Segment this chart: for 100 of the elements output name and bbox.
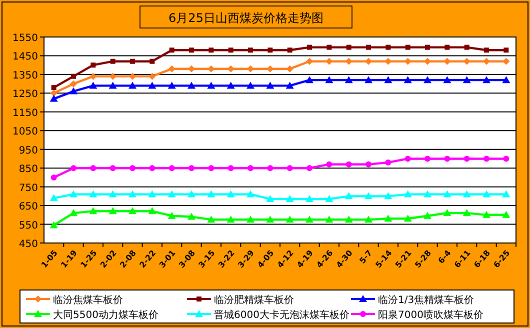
point <box>266 194 274 202</box>
point <box>267 165 274 172</box>
point <box>226 216 235 223</box>
point <box>189 48 194 53</box>
point <box>325 216 334 223</box>
point <box>405 44 410 50</box>
point <box>168 82 176 89</box>
point <box>248 165 254 172</box>
point <box>286 82 294 89</box>
point <box>128 207 136 214</box>
point <box>364 192 372 200</box>
y-tick-label: 550 <box>18 220 38 232</box>
point <box>482 190 490 198</box>
point <box>482 210 490 218</box>
point <box>444 58 451 65</box>
point <box>266 216 274 223</box>
point <box>463 58 470 65</box>
legend-label: 阳泉7000喷吹煤车板价 <box>378 309 484 321</box>
point <box>385 159 392 166</box>
point <box>246 190 254 198</box>
point <box>306 76 314 84</box>
point <box>110 165 116 172</box>
point <box>108 190 117 198</box>
point <box>404 214 412 222</box>
point <box>424 76 432 84</box>
point <box>286 65 294 72</box>
point <box>207 190 216 198</box>
legend-label: 临汾肥精煤车板价 <box>214 294 294 306</box>
point <box>246 216 254 223</box>
point <box>109 72 116 80</box>
point <box>128 190 136 198</box>
point <box>344 76 353 84</box>
point <box>306 194 314 202</box>
point <box>286 165 293 172</box>
point <box>364 76 372 84</box>
point <box>168 165 175 172</box>
point <box>504 48 509 53</box>
point <box>306 58 313 65</box>
point <box>345 58 352 65</box>
point <box>366 161 372 168</box>
point <box>462 76 471 84</box>
point <box>71 74 76 79</box>
point <box>188 65 195 72</box>
point <box>148 190 156 198</box>
point <box>70 190 78 198</box>
point <box>404 156 411 162</box>
point <box>227 65 234 72</box>
point <box>148 207 156 214</box>
point <box>443 209 452 216</box>
point <box>384 214 392 222</box>
legend-label: 大同5500动力煤车板价 <box>53 309 158 321</box>
point <box>188 82 196 89</box>
point <box>482 76 490 84</box>
point <box>70 80 77 88</box>
legend-label: 临汾焦煤车板价 <box>53 294 123 306</box>
point <box>70 165 76 172</box>
point <box>150 58 155 64</box>
point <box>483 58 490 65</box>
point <box>208 65 215 72</box>
point <box>169 48 174 53</box>
point <box>228 165 234 172</box>
point <box>207 216 216 223</box>
y-tick-label: 1450 <box>12 52 38 63</box>
point <box>366 44 371 50</box>
point <box>287 48 292 53</box>
point <box>130 58 135 64</box>
point <box>268 48 273 53</box>
point <box>188 165 194 172</box>
point <box>50 194 58 202</box>
point <box>50 221 58 228</box>
point <box>226 190 235 198</box>
point <box>168 212 176 219</box>
y-tick-label: 750 <box>18 182 38 194</box>
point <box>386 44 391 50</box>
point <box>484 156 490 162</box>
point <box>346 161 352 168</box>
point <box>90 62 96 68</box>
point <box>484 48 489 53</box>
point <box>424 156 430 162</box>
point <box>306 216 314 223</box>
point <box>306 165 312 172</box>
point <box>50 90 58 97</box>
point <box>326 44 332 50</box>
point <box>50 174 57 180</box>
point <box>424 58 431 65</box>
point <box>70 87 78 94</box>
point <box>226 82 235 89</box>
point <box>326 58 333 65</box>
point <box>50 94 58 102</box>
point <box>108 207 117 214</box>
point <box>502 58 510 65</box>
point <box>364 216 372 223</box>
y-tick-label: 650 <box>18 202 38 213</box>
point <box>286 216 294 223</box>
y-tick-label: 950 <box>18 145 38 156</box>
point <box>344 192 353 200</box>
point <box>90 72 97 80</box>
point <box>148 72 156 80</box>
point <box>208 165 214 172</box>
point <box>208 48 214 53</box>
